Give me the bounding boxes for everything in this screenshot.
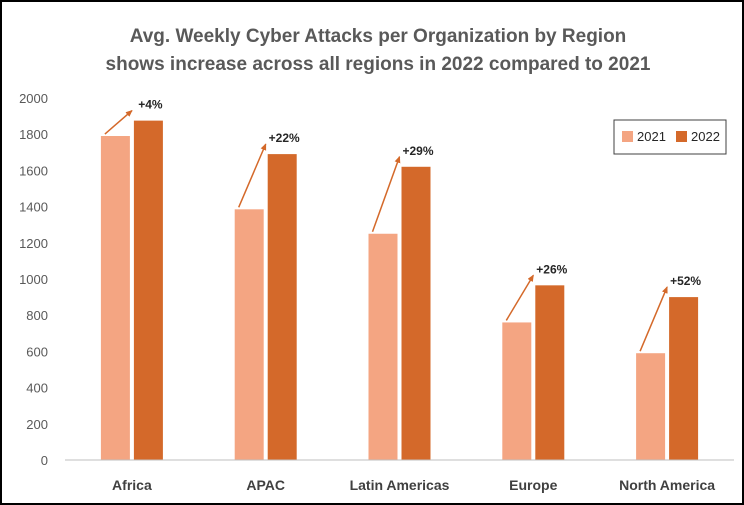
chart-subtitle: shows increase across all regions in 202… — [106, 54, 651, 75]
y-tick-label: 1200 — [19, 236, 48, 251]
y-tick-label: 600 — [26, 344, 48, 359]
legend-swatch — [676, 131, 687, 142]
increase-label: +52% — [670, 274, 701, 288]
annotations: +4% +22% +29% +26% +52% — [104, 98, 701, 352]
y-tick-label: 1400 — [19, 200, 48, 215]
bar-2022 — [535, 285, 565, 460]
bar-2021 — [502, 322, 532, 460]
legend: 2021 2022 — [613, 119, 727, 155]
y-tick-label: 0 — [41, 453, 48, 468]
y-tick-label: 1600 — [19, 163, 48, 178]
increase-arrow — [104, 109, 133, 135]
increase-arrow — [238, 143, 267, 208]
increase-label: +4% — [138, 98, 163, 112]
bar-2022 — [133, 120, 163, 460]
legend-swatch — [622, 131, 633, 142]
increase-arrow — [371, 155, 401, 233]
y-tick-label: 400 — [26, 381, 48, 396]
y-tick-label: 800 — [26, 308, 48, 323]
y-tick-label: 1800 — [19, 127, 48, 142]
bar-2021 — [234, 209, 264, 460]
bars — [100, 120, 699, 461]
increase-arrow — [639, 286, 668, 352]
x-category-label: APAC — [246, 477, 285, 493]
x-category-label: North America — [619, 477, 715, 493]
legend-label: 2021 — [637, 129, 666, 144]
y-axis: 0 200 400 600 800 1000 1200 1400 1600 1800 2000 — [19, 91, 48, 468]
increase-label: +29% — [402, 144, 433, 158]
increase-label: +22% — [269, 131, 300, 145]
legend-label: 2022 — [691, 129, 720, 144]
bar-2022 — [669, 297, 699, 460]
x-category-label: Latin Americas — [350, 477, 450, 493]
y-tick-label: 2000 — [19, 91, 48, 106]
y-tick-label: 200 — [26, 417, 48, 432]
bar-2021 — [368, 233, 398, 460]
x-category-label: Africa — [112, 477, 152, 493]
bar-2022 — [401, 166, 431, 460]
x-category-label: Europe — [509, 477, 557, 493]
y-tick-label: 1000 — [19, 272, 48, 287]
bar-2021 — [100, 136, 130, 460]
chart-title: Avg. Weekly Cyber Attacks per Organizati… — [130, 26, 627, 47]
increase-label: +26% — [536, 262, 567, 276]
x-axis: Africa APAC Latin Americas Europe North Amer… — [65, 459, 734, 493]
bar-2021 — [636, 353, 666, 460]
bar-2022 — [267, 154, 297, 461]
increase-arrow — [505, 274, 534, 321]
